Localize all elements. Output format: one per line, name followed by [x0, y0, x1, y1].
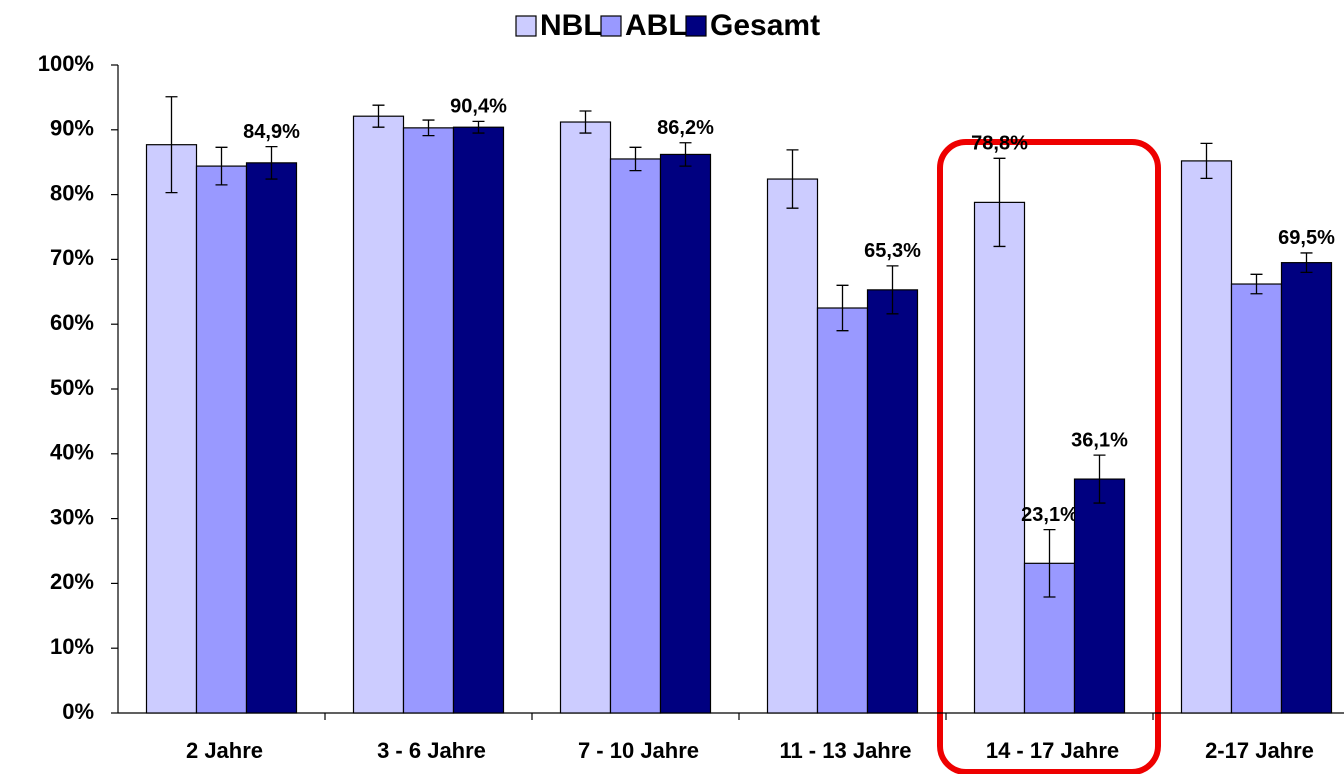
y-tick-label: 50%: [50, 375, 94, 400]
error-bar: [1200, 142, 1213, 180]
value-label: 65,3%: [864, 240, 921, 262]
bar: [145, 144, 198, 714]
bar: [452, 126, 505, 714]
bar: [866, 289, 919, 714]
bar: [659, 153, 712, 714]
value-label: 84,9%: [243, 121, 300, 143]
y-tick-label: 40%: [50, 440, 94, 465]
y-tick-label: 100%: [38, 51, 94, 76]
y-tick-label: 20%: [50, 569, 94, 594]
error-bar: [422, 119, 435, 137]
value-label: 78,8%: [971, 133, 1028, 155]
x-tick-label: 7 - 10 Jahre: [578, 738, 699, 763]
y-tick-label: 30%: [50, 504, 94, 529]
error-bar: [786, 149, 799, 209]
bar: [816, 307, 869, 714]
x-tick-label: 14 - 17 Jahre: [986, 738, 1119, 763]
bar: [245, 162, 298, 714]
highlight-box: [937, 139, 1161, 774]
error-bar: [1250, 273, 1263, 295]
x-tick-label: 3 - 6 Jahre: [377, 738, 486, 763]
bar: [1180, 160, 1233, 714]
legend-label: NBL: [540, 9, 602, 42]
y-tick-label: 70%: [50, 245, 94, 270]
error-bar: [472, 120, 485, 134]
bar: [402, 127, 455, 714]
error-bar: [886, 265, 899, 315]
bar: [766, 178, 819, 714]
bar: [195, 165, 248, 714]
bar: [1230, 283, 1283, 714]
value-label: 69,5%: [1278, 227, 1335, 249]
error-bar: [679, 142, 692, 167]
legend-swatch: [685, 15, 707, 37]
x-tick-label: 11 - 13 Jahre: [779, 738, 911, 763]
y-tick-label: 10%: [50, 634, 94, 659]
x-tick-label: 2 Jahre: [186, 738, 263, 763]
value-label: 23,1%: [1021, 504, 1078, 526]
y-tick-label: 80%: [50, 180, 94, 205]
bar: [559, 121, 612, 714]
error-bar: [629, 146, 642, 172]
bar: [1073, 478, 1126, 714]
x-tick-label: 2-17 Jahre: [1205, 738, 1314, 763]
error-bar: [165, 96, 178, 194]
legend-swatch: [600, 15, 622, 37]
error-bar: [579, 110, 592, 134]
value-label: 90,4%: [450, 96, 507, 118]
bar: [1280, 262, 1333, 714]
value-label: 86,2%: [657, 117, 714, 139]
error-bar: [1300, 252, 1313, 274]
y-tick-label: 60%: [50, 310, 94, 335]
error-bar: [1043, 528, 1056, 598]
error-bar: [372, 104, 385, 128]
error-bar: [1093, 454, 1106, 504]
legend-label: ABL: [625, 9, 687, 42]
error-bar: [215, 146, 228, 186]
value-label: 36,1%: [1071, 429, 1128, 451]
legend-swatch: [515, 15, 537, 37]
bar: [352, 115, 405, 714]
legend-label: Gesamt: [710, 9, 820, 42]
bar: [609, 158, 662, 714]
error-bar: [836, 284, 849, 332]
y-tick-label: 0%: [62, 699, 94, 724]
error-bar: [993, 157, 1006, 248]
y-tick-label: 90%: [50, 116, 94, 141]
error-bar: [265, 145, 278, 180]
bar: [973, 201, 1026, 714]
